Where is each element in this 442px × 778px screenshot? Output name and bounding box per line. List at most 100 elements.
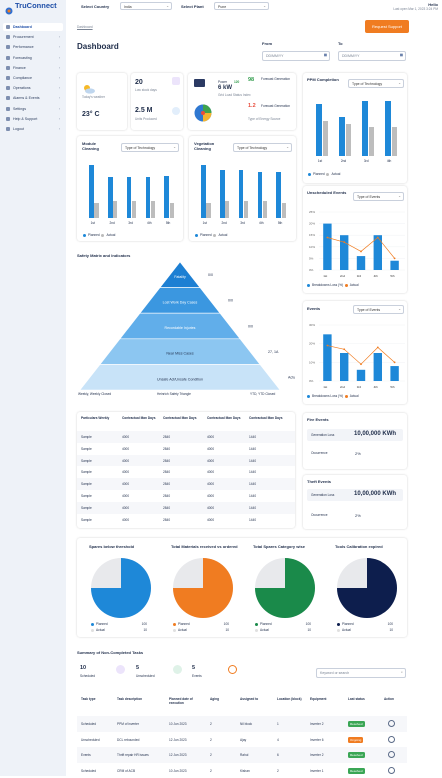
table-cell: 2840 [163, 482, 170, 486]
sidebar-item-performance[interactable]: Performance› [3, 43, 63, 51]
calendar-icon[interactable]: ▦ [324, 53, 327, 57]
veg-type-select[interactable]: Type of Technology⌄ [233, 143, 292, 152]
solar-panel-icon [194, 79, 205, 87]
module-dropdown-value: Type of Technology [125, 146, 155, 150]
request-support-button[interactable]: Request Support [365, 20, 409, 33]
calendar-icon[interactable]: ▦ [400, 53, 403, 57]
veg-dropdown-value: Type of Technology [237, 146, 267, 150]
module-type-select[interactable]: Type of Technology⌄ [121, 143, 179, 152]
to-date-input[interactable]: DD/MM/YY ▦ [338, 51, 406, 61]
sidebar-item-settings[interactable]: Settings› [3, 105, 63, 113]
sidebar-item-compliance[interactable]: Compliance› [3, 74, 63, 82]
column-header: Task type [81, 697, 115, 701]
bar [374, 353, 382, 381]
view-icon[interactable] [388, 720, 395, 727]
sidebar-item-help-support[interactable]: Help & Support› [3, 115, 63, 123]
app-logo[interactable]: TruConnect [15, 1, 57, 10]
view-icon[interactable] [388, 751, 395, 758]
view-icon[interactable] [388, 736, 395, 743]
to-placeholder: DD/MM/YY [342, 54, 360, 58]
table-cell: CRM of ACB [117, 769, 135, 773]
sidebar-item-operations[interactable]: Operations› [3, 84, 63, 92]
legend-value: 10 [143, 628, 147, 632]
sidebar-item-label: Logout [13, 127, 24, 131]
legend-label: Actual [260, 628, 269, 632]
x-tick-label: 3rd [357, 274, 362, 278]
legend-dot [91, 629, 94, 632]
view-icon[interactable] [388, 767, 395, 774]
to-label: To [338, 41, 343, 46]
legend-value: 100 [142, 622, 147, 626]
sidebar-item-forecasting[interactable]: Forecasting› [3, 54, 63, 62]
safety-foot-center: Heinrich Safety Triangle [157, 392, 191, 396]
table-cell: 4000 [122, 494, 129, 498]
table-cell: Sample [81, 482, 92, 486]
nav-icon [6, 45, 10, 49]
table-cell: 2 [277, 769, 279, 773]
triangle-level-value: 0/0 [208, 273, 213, 277]
line-point [327, 237, 329, 239]
table-cell: Kishan [240, 769, 250, 773]
y-tick-label: 20% [309, 342, 315, 346]
legend-dot [255, 629, 258, 632]
pie-chart [171, 556, 235, 620]
table-cell: 4000 [207, 518, 214, 522]
y-tick-label: 20% [309, 222, 315, 226]
breadcrumb[interactable]: Dashboard [77, 25, 93, 29]
sidebar-item-alarms-events[interactable]: Alarms & Events› [3, 94, 63, 102]
y-tick-label: 10% [309, 360, 315, 364]
chevron-down-icon: ⌄ [398, 194, 401, 198]
bar-actual [244, 201, 248, 218]
plant-select[interactable]: Pune⌄ [214, 2, 269, 10]
sidebar-item-dashboard[interactable]: Dashboard [3, 23, 63, 31]
table-cell: 4 [277, 738, 279, 742]
table-cell: Sample [81, 435, 92, 439]
events-type-select[interactable]: Type of Events⌄ [353, 305, 404, 314]
search-placeholder: Keyword or search [320, 671, 349, 675]
table-cell: 1 [277, 722, 279, 726]
triangle-level-label: Near Miss Cases [166, 352, 194, 356]
bar-planned [127, 177, 132, 218]
bar-planned [146, 177, 151, 218]
bar-actual [113, 201, 117, 218]
unsched-type-select[interactable]: Type of Events⌄ [353, 192, 404, 201]
sidebar-item-finance[interactable]: Finance› [3, 64, 63, 72]
clock-icon [172, 107, 180, 115]
country-select[interactable]: India⌄ [120, 2, 172, 10]
x-tick-label: 4th [387, 159, 391, 163]
table-cell: 4000 [207, 435, 214, 439]
page-title: Dashboard [77, 42, 119, 51]
sidebar-item-procurement[interactable]: Procurement› [3, 33, 63, 41]
x-tick-label: 3rd [128, 221, 133, 225]
nav-icon [6, 76, 10, 80]
table-cell: 6 [277, 753, 279, 757]
theft-events-card: Theft Events Generation Loss 10,00,000 K… [303, 475, 407, 529]
legend-label: Actual [178, 628, 187, 632]
from-date-input[interactable]: DD/MM/YY▦ [262, 51, 330, 61]
table-cell: 10 Jun 2023 [169, 722, 187, 726]
table-cell: 4000 [122, 518, 129, 522]
kpi-value-2: 2.5 M [135, 107, 153, 114]
ppm-type-select[interactable]: Type of Technology⌄ [348, 79, 404, 88]
task-search-input[interactable]: Keyword or search⌕ [316, 668, 406, 678]
bar [340, 235, 348, 270]
sidebar-item-logout[interactable]: Logout› [3, 125, 63, 133]
x-tick-label: 2nd [109, 221, 114, 225]
